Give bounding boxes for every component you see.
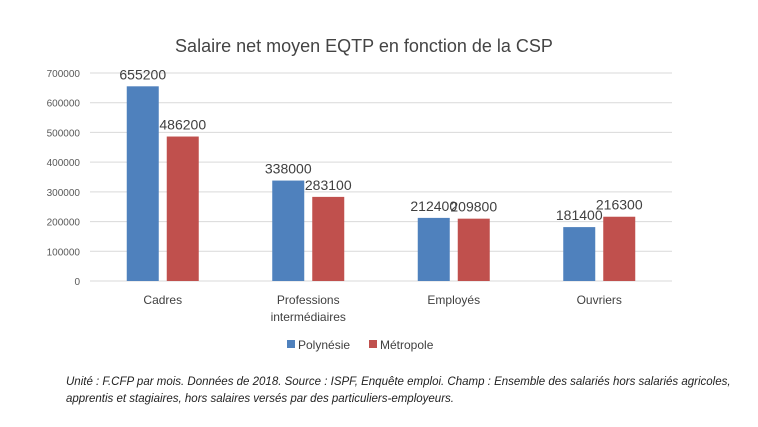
data-label: 486200 xyxy=(159,117,206,133)
x-tick-label: Ouvriers xyxy=(577,293,622,307)
bar-métropole xyxy=(603,216,636,281)
legend-swatch xyxy=(287,340,295,348)
y-tick-label: 400000 xyxy=(47,158,81,169)
data-label: 283100 xyxy=(305,177,352,193)
data-label: 655200 xyxy=(119,66,166,82)
y-tick-label: 0 xyxy=(74,277,80,288)
bar-métropole xyxy=(166,136,199,281)
y-tick-label: 700000 xyxy=(47,69,81,80)
data-label: 212400 xyxy=(410,198,457,214)
bar-métropole xyxy=(312,196,345,281)
x-tick-label: Cadres xyxy=(143,293,182,307)
bar-chart: Salaire net moyen EQTP en fonction de la… xyxy=(47,36,672,352)
source-note: Unité : F.CFP par mois. Données de 2018.… xyxy=(66,376,731,405)
bar-polynésie xyxy=(126,86,159,281)
y-tick-label: 300000 xyxy=(47,188,81,199)
y-tick-label: 600000 xyxy=(47,99,81,110)
bar-polynésie xyxy=(417,217,450,281)
data-label: 181400 xyxy=(556,207,603,223)
bar-polynésie xyxy=(563,227,596,281)
legend-label: Métropole xyxy=(380,338,434,352)
bar-métropole xyxy=(457,218,490,281)
legend-swatch xyxy=(369,340,377,348)
chart-title: Salaire net moyen EQTP en fonction de la… xyxy=(175,36,553,56)
x-tick-label: Professions xyxy=(277,293,340,307)
data-label: 338000 xyxy=(265,161,312,177)
y-tick-label: 100000 xyxy=(47,247,81,258)
y-tick-label: 500000 xyxy=(47,128,81,139)
data-label: 209800 xyxy=(450,199,497,215)
x-tick-label: intermédiaires xyxy=(271,310,346,324)
legend-label: Polynésie xyxy=(298,338,350,352)
x-tick-label: Employés xyxy=(427,293,480,307)
data-label: 216300 xyxy=(596,197,643,213)
y-tick-label: 200000 xyxy=(47,218,81,229)
bar-polynésie xyxy=(272,180,305,281)
